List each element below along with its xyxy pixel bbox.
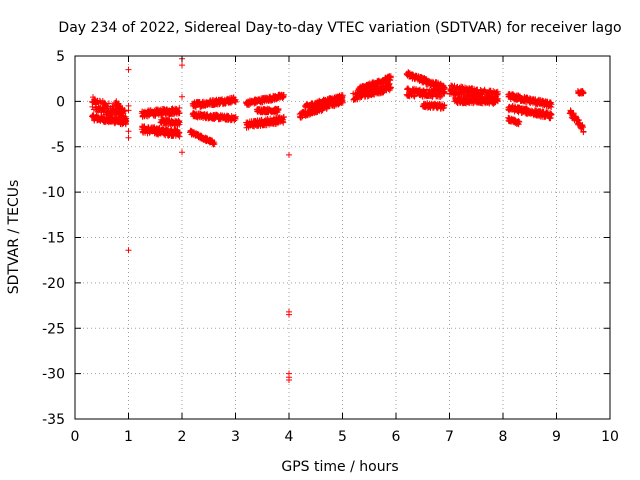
y-tick-label: -15 [42,231,65,247]
data-point [441,89,448,96]
data-point [125,107,132,114]
y-tick-label: -10 [42,185,65,201]
data-point [114,106,121,113]
y-tick-label: -35 [42,412,65,428]
data-point [125,128,132,135]
x-tick-label: 0 [71,429,80,445]
data-point [176,119,183,126]
data-point [125,66,132,73]
y-tick-label: 0 [56,94,65,110]
y-axis-label: SDTVAR / TECUs [6,180,22,295]
data-point [387,84,394,91]
data-point [548,111,555,118]
data-point [548,101,555,108]
data-point [122,115,129,122]
data-point [580,128,587,135]
data-point [179,149,185,156]
data-point [211,140,218,147]
data-point [176,104,183,111]
x-tick-label: 4 [285,429,294,445]
y-tick-label: -30 [42,367,65,383]
axis-ticks [74,55,611,420]
data-point [125,247,132,254]
data-point [125,134,132,141]
x-tick-label: 5 [338,429,347,445]
y-tick-labels: 5 0 -5 -10 -15 -20 -25 -30 -35 [42,49,65,428]
data-point [176,110,183,117]
data-point [286,311,292,318]
x-tick-labels: 0 1 2 3 4 5 6 7 8 9 10 [71,429,619,445]
x-tick-label: 10 [601,429,619,445]
y-tick-label: -25 [42,321,65,337]
y-tick-label: 5 [56,49,65,65]
data-point [339,99,346,106]
data-point [387,73,394,80]
data-point [441,102,448,108]
x-tick-label: 8 [499,429,508,445]
data-point [105,100,112,107]
x-tick-label: 9 [552,429,561,445]
x-tick-label: 2 [178,429,187,445]
chart-title: Day 234 of 2022, Sidereal Day-to-day VTE… [58,20,621,36]
x-axis-label: GPS time / hours [281,459,398,475]
y-tick-label: -20 [42,276,65,292]
data-point [339,92,346,99]
data-point [579,123,586,130]
data-point [232,113,239,120]
x-tick-label: 3 [231,429,240,445]
data-point [179,62,185,69]
data-point [179,93,185,100]
data-point [280,119,287,126]
data-point [232,99,239,105]
data-point [580,90,587,96]
x-tick-label: 1 [124,429,133,445]
data-point [123,118,130,125]
y-tick-label: -5 [51,140,65,156]
data-point [120,110,127,117]
data-point [494,98,501,105]
data-point [275,106,282,112]
data-points [89,55,587,383]
data-point [280,91,287,98]
data-point [286,377,292,383]
x-tick-label: 7 [445,429,454,445]
data-point [286,151,292,158]
data-point [516,119,523,125]
x-tick-label: 6 [392,429,401,445]
data-point [176,133,183,140]
data-point [280,113,287,120]
